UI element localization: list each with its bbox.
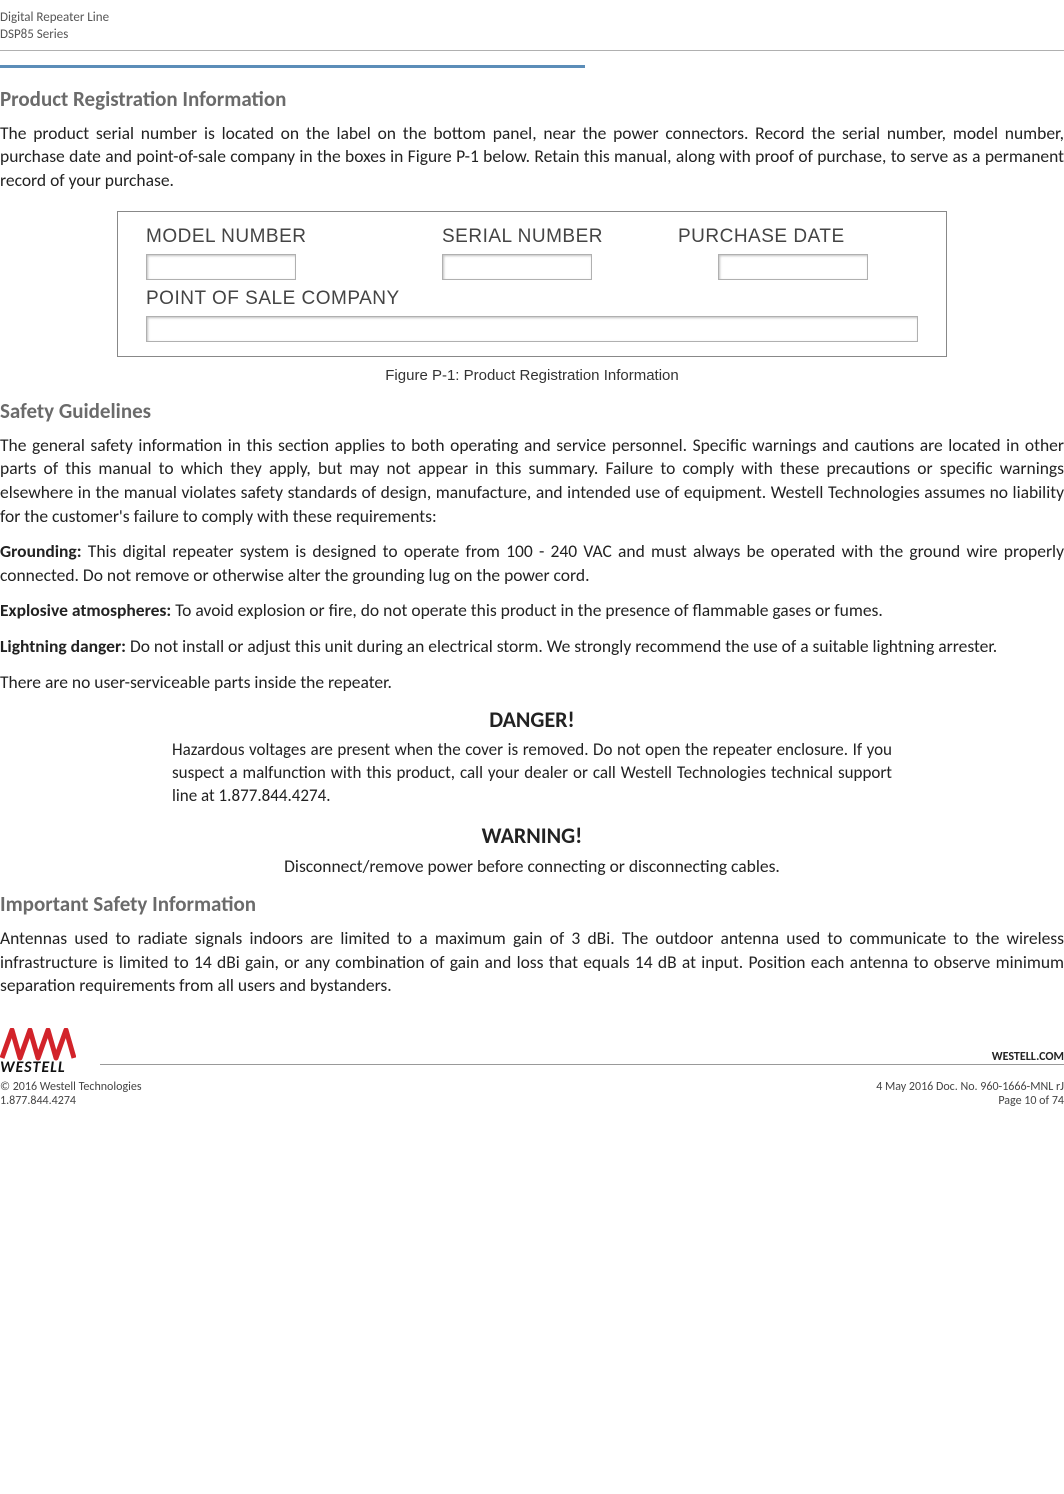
figure-caption: Figure P-1: Product Registration Informa…	[0, 367, 1064, 384]
footer-page: Page 10 of 74	[998, 1094, 1064, 1108]
safety-lightning: Lightning danger: Do not install or adju…	[0, 635, 1064, 659]
footer-docno: 4 May 2016 Doc. No. 960-1666-MNL rJ	[876, 1080, 1064, 1094]
warning-text: Disconnect/remove power before connectin…	[0, 855, 1064, 877]
lightning-label: Lightning danger:	[0, 635, 126, 657]
important-safety-para: Antennas used to radiate signals indoors…	[0, 927, 1064, 998]
footer-copyright: © 2016 Westell Technologies	[0, 1080, 142, 1094]
section-title-important-safety: Important Safety Information	[0, 891, 1064, 917]
page-footer: WESTELL WESTELL.COM © 2016 Westell Techn…	[0, 1028, 1064, 1108]
footer-phone: 1.877.844.4274	[0, 1094, 76, 1108]
grounding-text: This digital repeater system is designed…	[0, 540, 1064, 586]
explosive-text: To avoid explosion or fire, do not opera…	[171, 599, 883, 621]
safety-noservice: There are no user-serviceable parts insi…	[0, 671, 1064, 695]
product-reg-para: The product serial number is located on …	[0, 122, 1064, 193]
footer-site: WESTELL.COM	[992, 1050, 1064, 1064]
pos-company-field[interactable]	[146, 316, 918, 342]
section-title-safety: Safety Guidelines	[0, 398, 1064, 424]
explosive-label: Explosive atmospheres:	[0, 599, 171, 621]
registration-box: MODEL NUMBER SERIAL NUMBER PURCHASE DATE…	[117, 211, 947, 357]
brand-logo: WESTELL	[0, 1028, 76, 1077]
safety-para1: The general safety information in this s…	[0, 434, 1064, 529]
grounding-label: Grounding:	[0, 540, 82, 562]
serial-number-label: SERIAL NUMBER	[442, 226, 652, 248]
danger-title: DANGER!	[0, 706, 1064, 733]
model-number-label: MODEL NUMBER	[146, 226, 416, 248]
section-title-product-reg: Product Registration Information	[0, 86, 1064, 112]
purchase-date-field[interactable]	[718, 254, 868, 280]
doc-header-line1: Digital Repeater Line	[0, 10, 1064, 27]
danger-text: Hazardous voltages are present when the …	[172, 739, 892, 808]
doc-header: Digital Repeater Line DSP85 Series	[0, 10, 1064, 44]
model-number-field[interactable]	[146, 254, 296, 280]
warning-title: WARNING!	[0, 822, 1064, 849]
pos-company-label: POINT OF SALE COMPANY	[146, 288, 918, 310]
serial-number-field[interactable]	[442, 254, 592, 280]
safety-explosive: Explosive atmospheres: To avoid explosio…	[0, 599, 1064, 623]
safety-grounding: Grounding: This digital repeater system …	[0, 540, 1064, 587]
header-accent	[0, 65, 1064, 68]
brand-name: WESTELL	[0, 1058, 66, 1077]
footer-rule	[100, 1064, 1064, 1065]
lightning-text: Do not install or adjust this unit durin…	[126, 635, 997, 657]
purchase-date-label: PURCHASE DATE	[678, 226, 918, 248]
header-rule	[0, 50, 1064, 51]
westell-mark-icon	[0, 1028, 76, 1062]
doc-header-line2: DSP85 Series	[0, 27, 1064, 44]
